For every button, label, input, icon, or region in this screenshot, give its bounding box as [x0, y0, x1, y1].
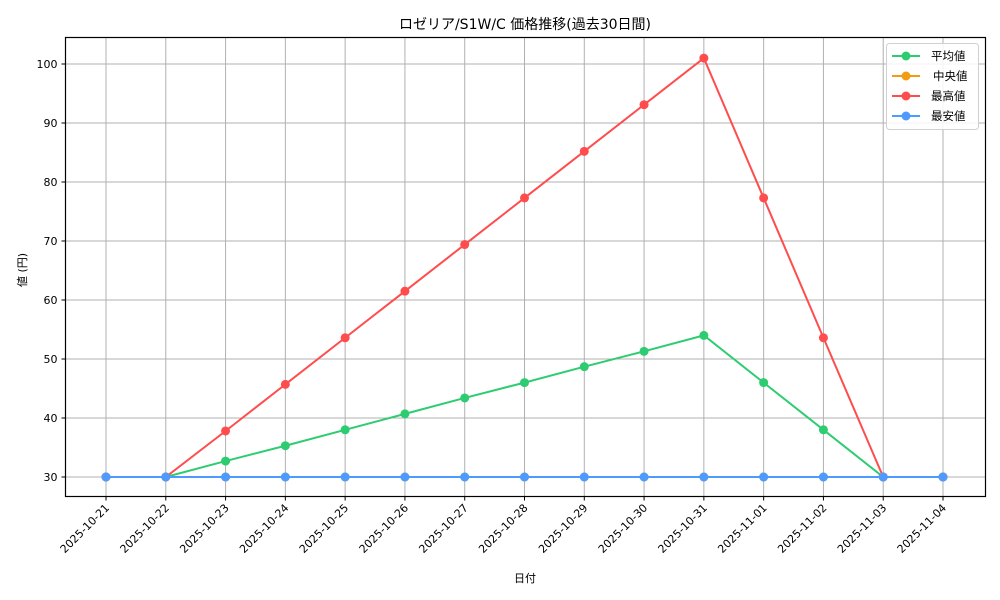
y-tick-label: 40	[44, 412, 58, 425]
x-tick-label: 2025-10-30	[596, 501, 650, 555]
x-tick-label: 2025-10-25	[297, 501, 351, 555]
x-tick-label: 2025-11-03	[835, 501, 889, 555]
legend-item: 最高値	[892, 89, 966, 103]
y-tick-label: 60	[44, 294, 58, 307]
data-point	[460, 472, 470, 482]
data-point	[520, 193, 529, 203]
legend-item: 平均値	[892, 49, 966, 63]
data-point	[699, 53, 709, 63]
data-point	[221, 426, 231, 436]
plot-frame	[64, 36, 987, 498]
legend-label: 中央値	[933, 69, 968, 83]
data-point	[340, 472, 350, 482]
x-tick-label: 2025-10-23	[177, 501, 231, 555]
data-point	[759, 193, 769, 203]
x-tick-label: 2025-10-24	[237, 501, 291, 555]
data-point	[280, 472, 290, 482]
data-point	[400, 409, 410, 419]
x-tick-label: 2025-10-28	[476, 501, 530, 555]
data-point	[699, 330, 709, 340]
legend-label: 最安値	[931, 109, 966, 123]
legend-label: 平均値	[931, 49, 966, 63]
x-tick-label: 2025-11-02	[775, 501, 829, 555]
x-tick-label: 2025-11-04	[895, 501, 949, 555]
data-point	[639, 100, 649, 110]
legend-item: 最安値	[892, 109, 966, 123]
data-point	[878, 472, 888, 482]
data-point	[639, 346, 649, 356]
x-tick-label: 2025-10-22	[118, 501, 172, 555]
data-point	[280, 441, 290, 451]
data-point	[280, 379, 290, 389]
x-tick-label: 2025-10-26	[357, 501, 411, 555]
y-axis: 30 40 50 60 70 80 90 100	[37, 58, 66, 484]
data-point	[101, 472, 111, 482]
data-point	[579, 362, 589, 372]
data-point	[400, 472, 410, 482]
data-point	[400, 286, 410, 296]
x-tick-label: 2025-10-31	[656, 501, 710, 555]
data-point	[639, 472, 649, 482]
data-point	[759, 378, 769, 388]
x-axis-label: 日付	[514, 572, 536, 585]
y-tick-label: 70	[44, 235, 58, 248]
data-point	[221, 472, 231, 482]
data-point	[759, 472, 769, 482]
y-axis-label: 値 (円)	[16, 253, 29, 287]
data-point	[579, 472, 589, 482]
data-point	[161, 472, 171, 482]
y-tick-label: 80	[44, 176, 58, 189]
data-point	[340, 425, 350, 435]
data-point	[520, 472, 529, 482]
chart-title: ロゼリア/S1W/C 価格推移(過去30日間)	[399, 17, 651, 33]
x-axis: 2025-10-21 2025-10-22 2025-10-23 2025-10-24…	[58, 496, 949, 556]
legend-item: 中央値	[892, 69, 968, 83]
legend-label: 最高値	[931, 89, 966, 103]
data-point	[699, 472, 709, 482]
grid	[65, 37, 986, 497]
y-tick-label: 90	[44, 117, 58, 130]
series-3	[101, 472, 948, 482]
data-point	[818, 333, 828, 343]
y-tick-label: 50	[44, 353, 58, 366]
x-tick-label: 2025-11-01	[715, 501, 769, 555]
data-point	[579, 146, 589, 156]
series-layer	[101, 53, 948, 482]
data-point	[520, 378, 529, 388]
data-point	[221, 456, 231, 466]
data-point	[938, 472, 948, 482]
data-point	[460, 393, 470, 403]
x-tick-label: 2025-10-21	[58, 501, 112, 555]
x-tick-label: 2025-10-27	[416, 501, 470, 555]
x-tick-label: 2025-10-29	[536, 501, 590, 555]
data-point	[818, 425, 828, 435]
data-point	[340, 333, 350, 343]
y-tick-label: 100	[37, 58, 58, 71]
data-point	[460, 240, 470, 250]
data-point	[818, 472, 828, 482]
y-tick-label: 30	[44, 471, 58, 484]
